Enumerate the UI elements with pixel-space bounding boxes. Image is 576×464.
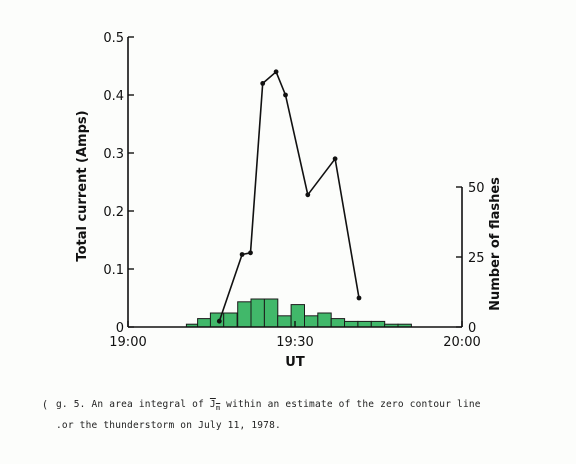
caption-symbol-j: Jm — [209, 399, 221, 412]
current-point — [239, 252, 245, 257]
x-tick-label: 19:00 — [109, 335, 146, 350]
flash-bar — [237, 301, 252, 328]
left-axis-title: Total current (Amps) — [75, 110, 90, 261]
flash-bar — [250, 298, 265, 328]
flash-bar — [290, 304, 306, 328]
flash-bar — [317, 312, 332, 328]
current-line — [218, 71, 360, 322]
left-tick-label: 0.2 — [103, 205, 124, 220]
flash-bar — [344, 320, 359, 328]
flash-bar — [330, 318, 346, 328]
right-axis-title: Number of flashes — [488, 177, 503, 311]
left-tick-label: 0.5 — [103, 31, 124, 46]
current-point — [260, 81, 266, 86]
current-point — [283, 92, 288, 98]
current-point — [216, 318, 222, 324]
caption-line-1: g. 5. An area integral of Jm within an e… — [56, 396, 556, 417]
current-point — [248, 250, 253, 256]
caption-symbol-subscript: m — [215, 403, 221, 412]
flash-bar — [357, 320, 372, 328]
current-point — [332, 156, 338, 162]
x-axis-title: UT — [285, 355, 305, 370]
right-tick-label: 0 — [468, 321, 476, 336]
caption-line-2: .or the thunderstorm on July 11, 1978. — [56, 419, 281, 431]
flash-bar — [263, 298, 279, 328]
left-tick-label: 0.3 — [103, 147, 124, 162]
flash-bar — [277, 315, 292, 328]
left-tick-label: 0.4 — [103, 89, 124, 104]
current-point — [356, 295, 362, 301]
right-tick-label: 25 — [468, 251, 485, 266]
caption-line-1-text: g. 5. An area integral of Jm within an e… — [56, 399, 481, 412]
left-tick-label: 0.1 — [103, 263, 124, 278]
x-tick-label: 19:30 — [276, 335, 313, 350]
flash-bar — [197, 318, 212, 328]
x-tick-label: 20:00 — [443, 335, 480, 350]
flash-bar — [304, 315, 319, 328]
right-tick-label: 50 — [468, 181, 485, 196]
margin-mark: ( — [43, 398, 48, 411]
figure-caption: g. 5. An area integral of Jm within an e… — [56, 396, 556, 434]
current-point — [273, 69, 279, 75]
flash-bar — [223, 312, 238, 328]
left-tick-label: 0 — [116, 321, 124, 336]
current-point — [305, 192, 311, 198]
flash-bar — [370, 320, 386, 328]
